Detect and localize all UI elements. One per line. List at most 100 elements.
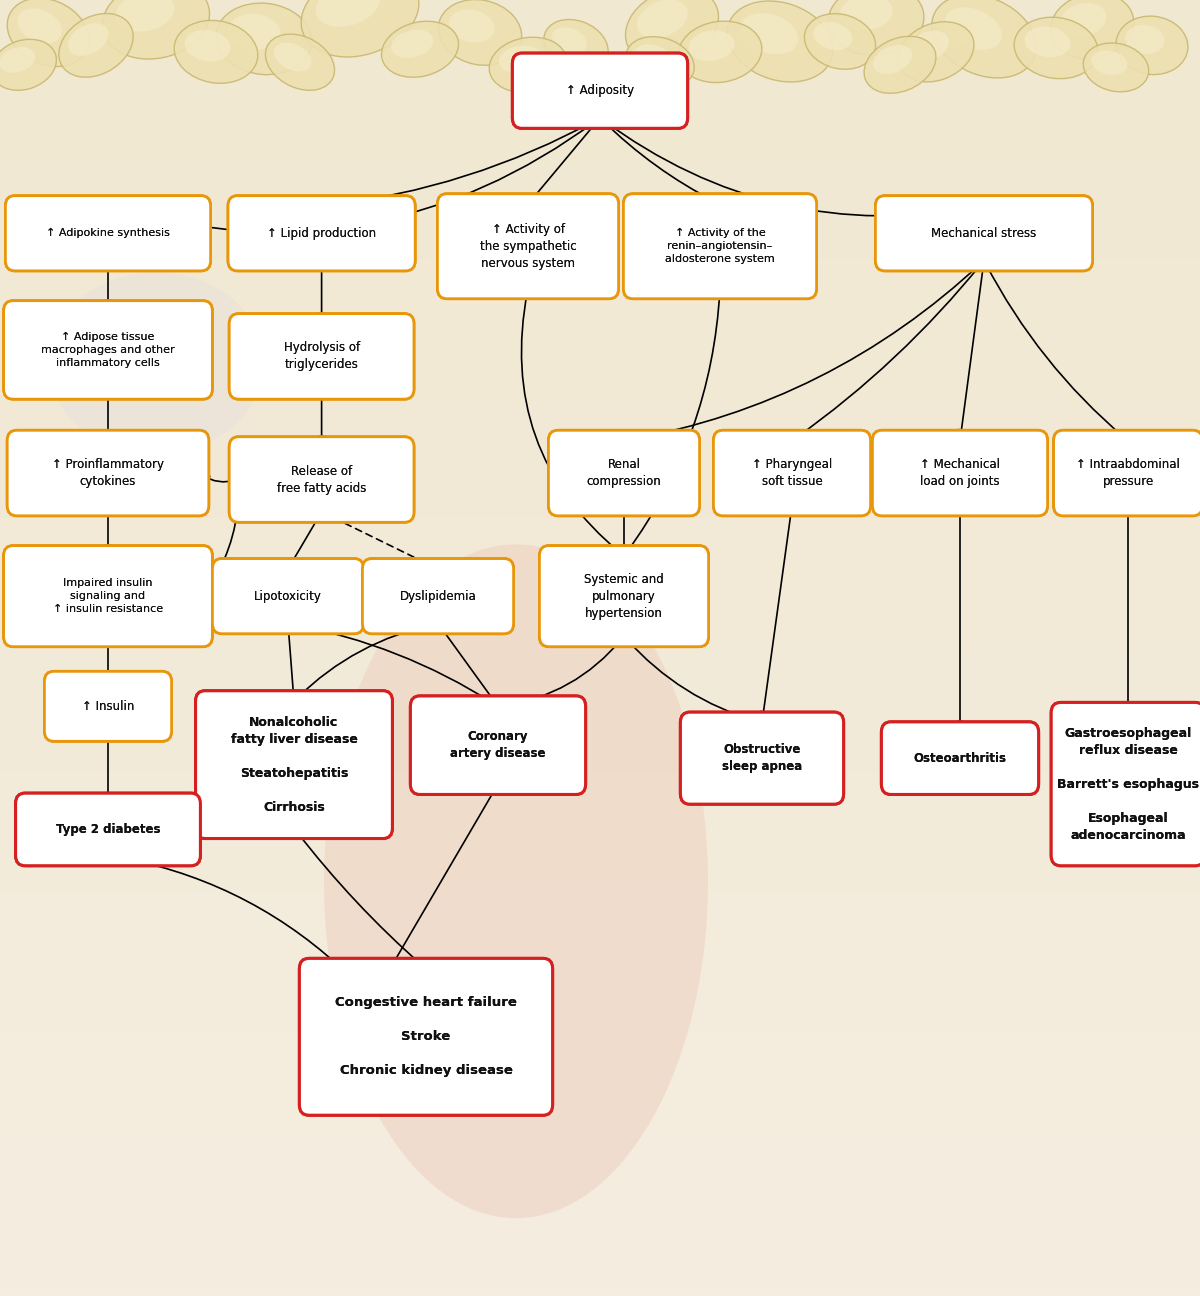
FancyBboxPatch shape: [548, 430, 700, 516]
FancyBboxPatch shape: [548, 430, 700, 516]
Ellipse shape: [216, 3, 312, 75]
Ellipse shape: [635, 44, 672, 70]
FancyBboxPatch shape: [362, 559, 514, 634]
FancyBboxPatch shape: [882, 722, 1039, 794]
Text: ↑ Activity of
the sympathetic
nervous system: ↑ Activity of the sympathetic nervous sy…: [480, 223, 576, 270]
Text: Release of
free fatty acids: Release of free fatty acids: [277, 464, 366, 495]
Ellipse shape: [0, 39, 56, 91]
Ellipse shape: [316, 0, 380, 27]
Text: Nonalcoholic
fatty liver disease

Steatohepatitis

Cirrhosis: Nonalcoholic fatty liver disease Steatoh…: [230, 715, 358, 814]
Text: Release of
free fatty acids: Release of free fatty acids: [277, 464, 366, 495]
Ellipse shape: [864, 36, 936, 93]
FancyBboxPatch shape: [7, 430, 209, 516]
FancyBboxPatch shape: [212, 559, 364, 634]
FancyBboxPatch shape: [624, 193, 816, 299]
Ellipse shape: [898, 22, 974, 82]
Ellipse shape: [637, 0, 688, 38]
Text: ↑ Pharyngeal
soft tissue: ↑ Pharyngeal soft tissue: [752, 457, 832, 489]
Ellipse shape: [931, 0, 1037, 78]
Ellipse shape: [1084, 43, 1148, 92]
FancyBboxPatch shape: [624, 193, 816, 299]
Ellipse shape: [1050, 0, 1134, 58]
FancyBboxPatch shape: [437, 193, 619, 299]
Text: Gastroesophageal
reflux disease

Barrett's esophagus

Esophageal
adenocarcinoma: Gastroesophageal reflux disease Barrett'…: [1057, 727, 1199, 841]
FancyBboxPatch shape: [4, 546, 212, 647]
FancyBboxPatch shape: [714, 430, 871, 516]
Text: ↑ Adipose tissue
macrophages and other
inflammatory cells: ↑ Adipose tissue macrophages and other i…: [41, 332, 175, 368]
FancyBboxPatch shape: [1054, 430, 1200, 516]
FancyBboxPatch shape: [540, 546, 708, 647]
Ellipse shape: [391, 30, 433, 58]
FancyBboxPatch shape: [4, 301, 212, 399]
Ellipse shape: [804, 14, 876, 69]
Text: ↑ Proinflammatory
cytokines: ↑ Proinflammatory cytokines: [52, 457, 164, 489]
FancyBboxPatch shape: [540, 546, 708, 647]
Text: ↑ Intraabdominal
pressure: ↑ Intraabdominal pressure: [1076, 457, 1180, 489]
Ellipse shape: [7, 0, 89, 66]
Text: Dyslipidemia: Dyslipidemia: [400, 590, 476, 603]
Ellipse shape: [1061, 3, 1106, 36]
FancyBboxPatch shape: [7, 430, 209, 516]
FancyBboxPatch shape: [680, 713, 844, 804]
Ellipse shape: [840, 0, 893, 30]
FancyBboxPatch shape: [1051, 702, 1200, 866]
FancyBboxPatch shape: [229, 314, 414, 399]
Text: ↑ Activity of the
renin–angiotensin–
aldosterone system: ↑ Activity of the renin–angiotensin– ald…: [665, 228, 775, 264]
Text: Systemic and
pulmonary
hypertension: Systemic and pulmonary hypertension: [584, 573, 664, 619]
Text: ↑ Pharyngeal
soft tissue: ↑ Pharyngeal soft tissue: [752, 457, 832, 489]
FancyBboxPatch shape: [882, 722, 1039, 794]
Ellipse shape: [68, 23, 108, 56]
FancyBboxPatch shape: [872, 430, 1048, 516]
FancyBboxPatch shape: [714, 430, 871, 516]
FancyBboxPatch shape: [44, 671, 172, 741]
FancyBboxPatch shape: [875, 196, 1092, 271]
Ellipse shape: [17, 9, 62, 43]
Text: ↑ Activity of
the sympathetic
nervous system: ↑ Activity of the sympathetic nervous sy…: [480, 223, 576, 270]
Ellipse shape: [727, 1, 833, 82]
FancyBboxPatch shape: [44, 671, 172, 741]
FancyBboxPatch shape: [228, 196, 415, 271]
FancyBboxPatch shape: [229, 437, 414, 522]
Ellipse shape: [115, 0, 175, 31]
Ellipse shape: [625, 0, 719, 64]
Text: Lipotoxicity: Lipotoxicity: [254, 590, 322, 603]
FancyBboxPatch shape: [229, 437, 414, 522]
Text: ↑ Lipid production: ↑ Lipid production: [268, 227, 376, 240]
Text: ↑ Intraabdominal
pressure: ↑ Intraabdominal pressure: [1076, 457, 1180, 489]
Ellipse shape: [872, 45, 912, 74]
FancyBboxPatch shape: [196, 691, 392, 839]
Text: ↑ Adipokine synthesis: ↑ Adipokine synthesis: [46, 228, 170, 238]
Text: ↑ Proinflammatory
cytokines: ↑ Proinflammatory cytokines: [52, 457, 164, 489]
FancyBboxPatch shape: [512, 53, 688, 128]
Ellipse shape: [48, 272, 264, 454]
Ellipse shape: [907, 31, 949, 61]
Ellipse shape: [490, 38, 566, 92]
Text: ↑ Adiposity: ↑ Adiposity: [566, 84, 634, 97]
Ellipse shape: [678, 21, 762, 83]
Ellipse shape: [274, 43, 312, 71]
Text: Type 2 diabetes: Type 2 diabetes: [55, 823, 161, 836]
Text: Hydrolysis of
triglycerides: Hydrolysis of triglycerides: [283, 341, 360, 372]
Text: Osteoarthritis: Osteoarthritis: [913, 752, 1007, 765]
Ellipse shape: [382, 21, 458, 78]
Text: Lipotoxicity: Lipotoxicity: [254, 590, 322, 603]
FancyBboxPatch shape: [680, 713, 844, 804]
Text: Gastroesophageal
reflux disease

Barrett's esophagus

Esophageal
adenocarcinoma: Gastroesophageal reflux disease Barrett'…: [1057, 727, 1199, 841]
Ellipse shape: [944, 8, 1002, 49]
Text: ↑ Lipid production: ↑ Lipid production: [268, 227, 376, 240]
Text: Obstructive
sleep apnea: Obstructive sleep apnea: [722, 743, 802, 774]
FancyBboxPatch shape: [16, 793, 200, 866]
Ellipse shape: [544, 19, 608, 71]
FancyBboxPatch shape: [1051, 702, 1200, 866]
FancyBboxPatch shape: [299, 959, 552, 1115]
Text: Type 2 diabetes: Type 2 diabetes: [55, 823, 161, 836]
Text: Dyslipidemia: Dyslipidemia: [400, 590, 476, 603]
Text: ↑ Mechanical
load on joints: ↑ Mechanical load on joints: [920, 457, 1000, 489]
Ellipse shape: [1092, 51, 1127, 75]
FancyBboxPatch shape: [437, 193, 619, 299]
Ellipse shape: [102, 0, 210, 60]
Text: Nonalcoholic
fatty liver disease

Steatohepatitis

Cirrhosis: Nonalcoholic fatty liver disease Steatoh…: [230, 715, 358, 814]
Ellipse shape: [174, 21, 258, 83]
FancyBboxPatch shape: [299, 959, 552, 1115]
Text: Hydrolysis of
triglycerides: Hydrolysis of triglycerides: [283, 341, 360, 372]
